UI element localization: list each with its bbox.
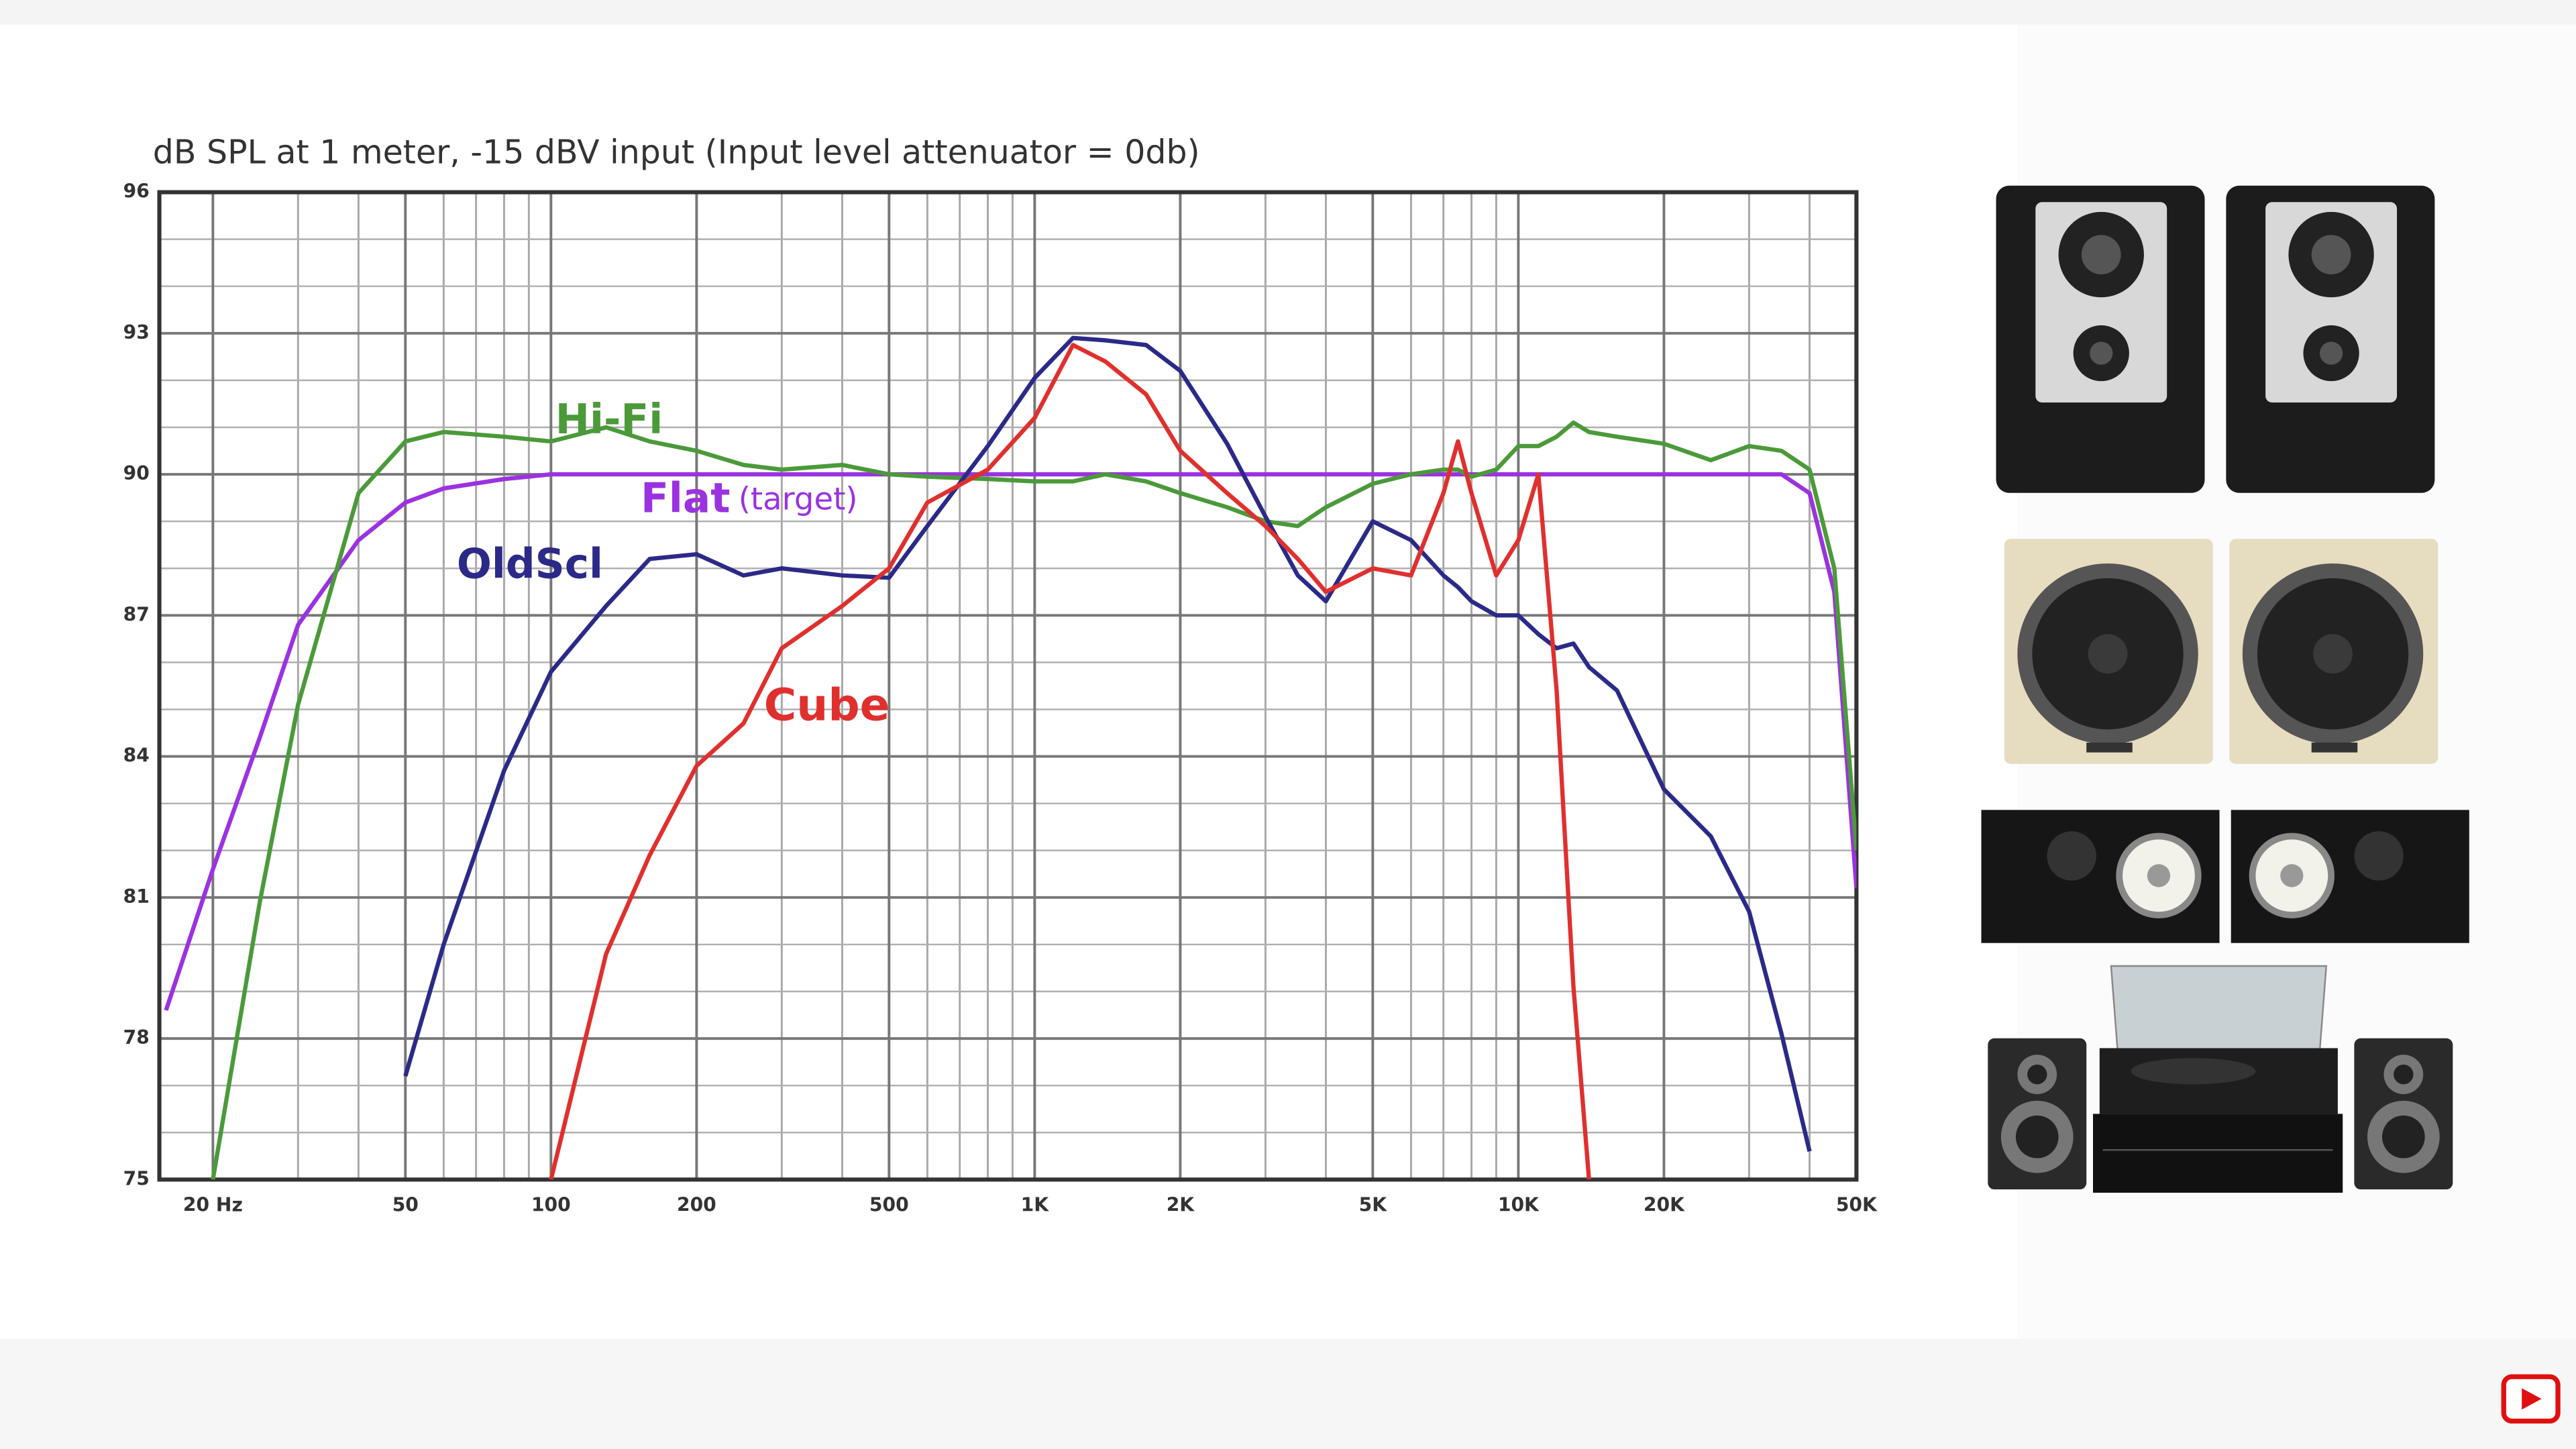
cube-speaker <box>2004 539 2213 764</box>
chart-title: dB SPL at 1 meter, -15 dBV input (Input … <box>153 133 1200 172</box>
y-tick-label: 93 <box>123 321 150 343</box>
bookshelf-speaker <box>2354 1038 2453 1190</box>
series-label: Cube <box>764 680 890 731</box>
x-tick-label: 10K <box>1498 1194 1540 1216</box>
x-tick-label: 20 Hz <box>183 1194 243 1216</box>
studio-monitor <box>2226 185 2435 493</box>
x-tick-label: 200 <box>677 1194 716 1216</box>
x-tick-label: 5K <box>1359 1194 1388 1216</box>
x-tick-label: 1K <box>1021 1194 1050 1216</box>
y-tick-label: 90 <box>123 462 150 484</box>
y-tick-label: 81 <box>123 885 150 908</box>
series-line <box>403 335 1812 1152</box>
x-tick-label: 50K <box>1836 1194 1878 1216</box>
top-strip <box>0 0 2576 25</box>
series-label: OldScl <box>457 540 603 588</box>
series-line <box>549 343 1591 1180</box>
labels: 20 Hz 50 100 200 500 1K 2K 5K 10K 20K 50K 75 78 81 84 8… <box>123 180 1878 1216</box>
bookshelf-speaker <box>1988 1038 2087 1190</box>
youtube-icon[interactable] <box>2501 1374 2561 1424</box>
product-photos <box>1981 185 2469 1193</box>
y-tick-label: 78 <box>123 1026 150 1049</box>
series-line <box>211 420 1857 1180</box>
x-tick-label: 2K <box>1167 1194 1195 1216</box>
y-tick-label: 75 <box>123 1167 150 1189</box>
x-tick-label: 50 <box>392 1194 419 1216</box>
y-tick-label: 84 <box>123 745 150 767</box>
studio-monitor <box>1996 185 2205 493</box>
plot-frame <box>157 190 1859 1182</box>
cube-speaker <box>2229 539 2438 764</box>
x-tick-label: 20K <box>1644 1194 1685 1216</box>
series-label: Flat <box>641 475 730 523</box>
series-label: Hi-Fi <box>555 396 663 443</box>
bottom-strip <box>0 1338 2576 1449</box>
nearfield-speaker <box>1981 810 2220 943</box>
x-tick-label: 500 <box>869 1194 909 1216</box>
grid <box>159 191 1858 1181</box>
turntable <box>2093 965 2343 1193</box>
series-line <box>164 472 1857 1012</box>
x-tick-label: 100 <box>531 1194 571 1216</box>
series-annotation: (target) <box>739 480 858 517</box>
lines <box>164 335 1857 1180</box>
nearfield-speaker <box>2231 810 2469 943</box>
y-tick-label: 96 <box>123 180 150 203</box>
y-tick-label: 87 <box>123 603 150 625</box>
